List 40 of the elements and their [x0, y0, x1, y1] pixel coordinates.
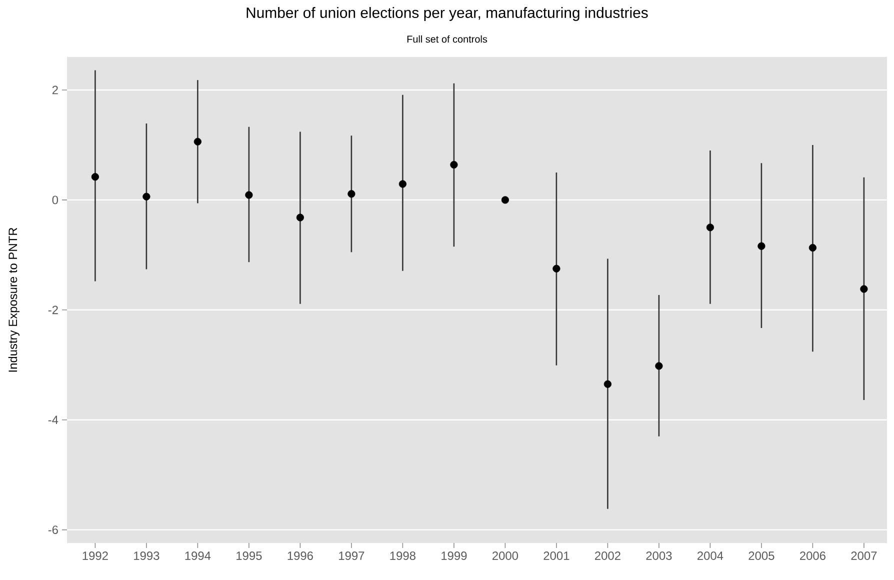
point: [552, 264, 560, 272]
x-tick-label: 1995: [236, 552, 262, 560]
point: [296, 214, 304, 222]
x-tick-label: 1998: [390, 552, 416, 560]
x-tick-label: 2006: [800, 552, 826, 560]
point: [860, 285, 868, 293]
chart-subtitle: Full set of controls: [407, 35, 488, 43]
x-tick-label: 2004: [697, 552, 724, 560]
x-tick-label: 2005: [748, 552, 774, 560]
y-axis-title: Industry Exposure to PNTR: [8, 228, 20, 372]
chart-title: Number of union elections per year, manufacturing industries: [246, 7, 648, 21]
x-tick-label: 1997: [339, 552, 364, 560]
x-tick-label: 2007: [851, 552, 877, 560]
y-tick-label: 2: [52, 86, 58, 94]
point: [142, 192, 150, 200]
x-tick-label: 1994: [185, 552, 211, 560]
point: [398, 180, 406, 188]
y-tick-label: -2: [48, 306, 58, 314]
point: [245, 191, 253, 199]
point: [501, 196, 509, 204]
x-tick-label: 2000: [492, 552, 518, 560]
point: [450, 160, 458, 169]
y-tick-label: -4: [48, 416, 58, 424]
x-tick-label: 2001: [544, 552, 570, 560]
point: [758, 242, 766, 250]
x-tick-label: 2002: [594, 552, 620, 560]
point: [348, 190, 356, 198]
x-tick-label: 1993: [134, 552, 160, 560]
point: [706, 224, 714, 232]
point: [91, 173, 99, 181]
y-tick-label: 0: [52, 196, 58, 204]
x-tick-label: 2003: [646, 552, 672, 560]
point: [194, 138, 202, 146]
point: [655, 362, 663, 370]
y-tick-label: -6: [48, 526, 58, 534]
x-tick-label: 1999: [442, 552, 467, 560]
point: [808, 244, 816, 252]
point: [604, 380, 612, 388]
x-tick-label: 1992: [82, 552, 108, 560]
x-tick-label: 1996: [288, 552, 313, 560]
